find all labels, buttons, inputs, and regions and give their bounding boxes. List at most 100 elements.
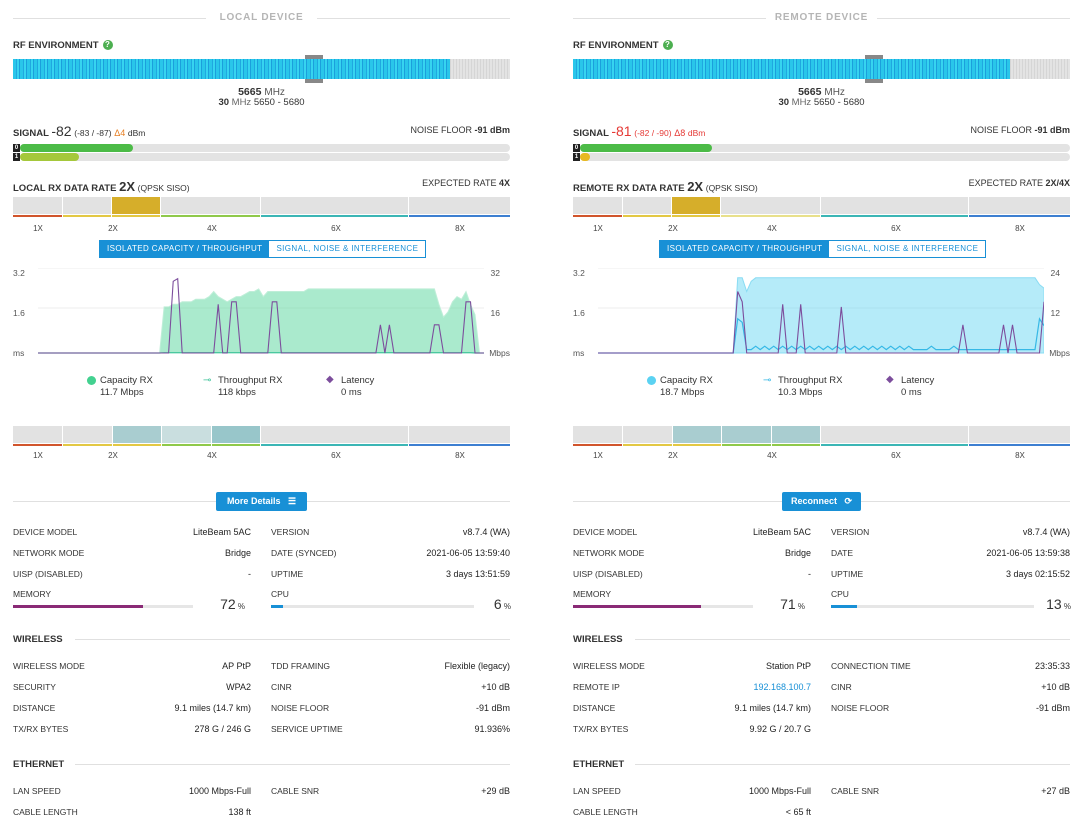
help-icon[interactable]: ?	[662, 40, 673, 51]
info-value: < 65 ft	[785, 807, 811, 817]
latency-diamond-icon: ◆	[326, 374, 334, 385]
section-title: ETHERNET	[573, 759, 625, 770]
info-value: +27 dB	[1041, 786, 1070, 796]
chain-0-bar: 0	[573, 144, 1070, 152]
info-label: DISTANCE	[13, 703, 56, 713]
signal-label: SIGNAL -82 (-83 / -87) Δ4 dBm	[13, 123, 146, 139]
info-label: REMOTE IP	[573, 682, 620, 692]
info-value: LiteBeam 5AC	[752, 527, 811, 537]
tick-label: 4X	[207, 224, 217, 233]
info-value: AP PtP	[222, 661, 251, 671]
action-button[interactable]: More Details ☰	[216, 492, 307, 511]
series-latency-line	[38, 277, 484, 354]
tab-isolated-capacity[interactable]: ISOLATED CAPACITY / THROUGHPUT	[660, 241, 830, 257]
noise-floor: NOISE FLOOR -91 dBm	[410, 125, 510, 135]
rx-data-rate-value: 2x	[687, 179, 704, 194]
info-value: 9.1 miles (14.7 km)	[734, 703, 811, 713]
rf-environment-fill	[573, 59, 1011, 79]
info-label: UPTIME	[831, 569, 864, 579]
info-label: DEVICE MODEL	[573, 527, 638, 537]
info-label: NOISE FLOOR	[831, 703, 890, 713]
data-rate-bar	[13, 197, 510, 217]
rf-environment-bar[interactable]	[13, 55, 510, 83]
rf-environment-label: RF ENVIRONMENT?	[13, 40, 113, 51]
info-label: TX/RX BYTES	[573, 724, 629, 734]
gauge-unit: %	[501, 602, 511, 611]
memory-gauge	[13, 605, 193, 608]
info-label: NETWORK MODE	[573, 548, 645, 558]
local-device-panel: LOCAL DEVICE RF ENVIRONMENT? 5665 MHz 30…	[13, 0, 511, 831]
info-label: DISTANCE	[573, 703, 616, 713]
info-label: WIRELESS MODE	[573, 661, 645, 671]
tick-label: 2X	[108, 224, 118, 233]
info-label: UISP (DISABLED)	[573, 569, 643, 579]
tab-signal-noise[interactable]: SIGNAL, NOISE & INTERFERENCE	[829, 241, 986, 257]
capacity-dot-icon	[647, 376, 656, 385]
help-icon[interactable]: ?	[102, 40, 113, 51]
throughput-line-icon: ⊸	[203, 375, 212, 386]
rx-data-rate-value: 2x	[119, 179, 135, 194]
gauge-unit: %	[1061, 602, 1071, 611]
gauge-value: 6	[493, 596, 502, 612]
tick-label: 6X	[331, 451, 341, 460]
expected-rate: EXPECTED RATE 4X	[422, 178, 510, 188]
chain-1-fill	[580, 153, 590, 161]
memory-gauge	[573, 605, 753, 608]
info-label: LAN SPEED	[13, 786, 61, 796]
y-left-tick: 3.2	[13, 268, 25, 278]
y-left-tick: ms	[13, 348, 25, 358]
info-value: 3 days 02:15:52	[1005, 569, 1070, 579]
info-value: LiteBeam 5AC	[192, 527, 251, 537]
info-value: Bridge	[784, 548, 811, 558]
tick-label: 8X	[1015, 224, 1025, 233]
chart-legend: Capacity RX 18.7 Mbps ⊸ Throughput RX 10.3…	[573, 374, 1070, 401]
tick-label: 8X	[455, 451, 465, 460]
info-value: 1000 Mbps-Full	[748, 786, 811, 796]
rf-frequency: 5665 MHz	[238, 86, 285, 98]
info-label: CABLE SNR	[271, 786, 320, 796]
signal-chains: (-82 / -90)	[634, 128, 672, 138]
chain-1-tag: 1	[13, 153, 20, 161]
tick-label: 8X	[1015, 451, 1025, 460]
remote-device-panel: REMOTE DEVICE RF ENVIRONMENT? 5665 MHz 3…	[573, 0, 1071, 831]
rf-environment-bar[interactable]	[573, 55, 1070, 83]
info-label: TDD FRAMING	[271, 661, 331, 671]
tick-label: 1X	[593, 224, 603, 233]
tab-isolated-capacity[interactable]: ISOLATED CAPACITY / THROUGHPUT	[100, 241, 270, 257]
signal-delta: Δ8	[674, 128, 686, 138]
chain-0-tag: 0	[13, 144, 20, 152]
capacity-chart[interactable]: 3.2 1.6 ms 24 12 Mbps	[573, 268, 1070, 363]
chain-1-fill	[20, 153, 79, 161]
signal-unit: dBm	[127, 128, 146, 138]
remote-ip-link[interactable]: 192.168.100.7	[753, 682, 811, 692]
memory-percent: 72 %	[195, 596, 245, 612]
info-label: LAN SPEED	[573, 786, 621, 796]
info-value: 138 ft	[228, 807, 251, 817]
info-value: 2021-06-05 13:59:40	[426, 548, 510, 558]
rate-history-ticks: 1X 2X 4X 6X 8X	[13, 451, 510, 461]
panel-header: LOCAL DEVICE	[13, 12, 510, 23]
y-right-tick: 32	[490, 268, 500, 278]
y-left-tick: 1.6	[13, 308, 25, 318]
tab-signal-noise[interactable]: SIGNAL, NOISE & INTERFERENCE	[269, 241, 426, 257]
chain-0-fill	[580, 144, 713, 152]
signal-value: -81	[611, 123, 632, 139]
chain-1-bar: 1	[13, 153, 510, 161]
capacity-chart[interactable]: 3.2 1.6 ms 32 16 Mbps	[13, 268, 510, 363]
y-left-tick: 3.2	[573, 268, 585, 278]
rf-environment-label: RF ENVIRONMENT?	[573, 40, 673, 51]
info-label: UPTIME	[271, 569, 304, 579]
info-label: SECURITY	[13, 682, 56, 692]
refresh-icon: ⟳	[844, 496, 853, 506]
y-right-tick: 24	[1050, 268, 1060, 278]
chart-plot	[598, 268, 1044, 354]
info-label: CABLE LENGTH	[13, 807, 78, 817]
section-title: ETHERNET	[13, 759, 65, 770]
action-button[interactable]: Reconnect ⟳	[782, 492, 861, 511]
panel-header: REMOTE DEVICE	[573, 12, 1070, 23]
memory-percent: 71 %	[755, 596, 805, 612]
series-capacity-area	[598, 277, 1044, 354]
cpu-gauge	[271, 605, 474, 608]
series-latency-line	[598, 291, 1044, 354]
rate-history-bar	[573, 426, 1070, 446]
